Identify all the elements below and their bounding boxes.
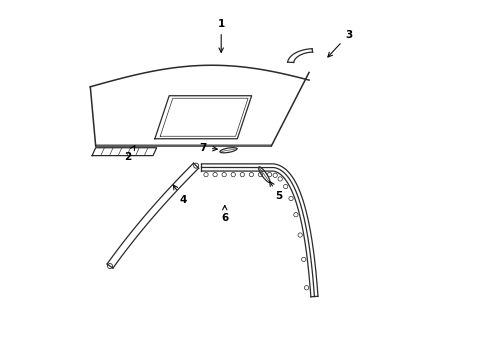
Text: 4: 4	[173, 185, 187, 205]
Text: 6: 6	[221, 206, 228, 222]
Text: 3: 3	[327, 30, 351, 57]
Text: 5: 5	[269, 181, 282, 201]
Text: 7: 7	[199, 143, 217, 153]
Text: 2: 2	[124, 146, 135, 162]
Text: 1: 1	[217, 19, 224, 52]
